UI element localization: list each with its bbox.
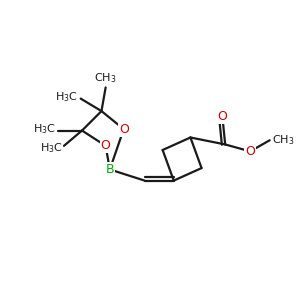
Text: H$_3$C: H$_3$C — [55, 90, 78, 104]
Text: CH$_3$: CH$_3$ — [94, 71, 117, 85]
Text: O: O — [245, 145, 255, 158]
Text: O: O — [119, 123, 129, 136]
Text: CH$_3$: CH$_3$ — [272, 134, 295, 147]
Text: O: O — [218, 110, 227, 123]
Text: O: O — [101, 139, 111, 152]
Text: H$_3$C: H$_3$C — [33, 122, 56, 136]
Text: H$_3$C: H$_3$C — [40, 141, 62, 155]
Text: B: B — [106, 163, 114, 176]
